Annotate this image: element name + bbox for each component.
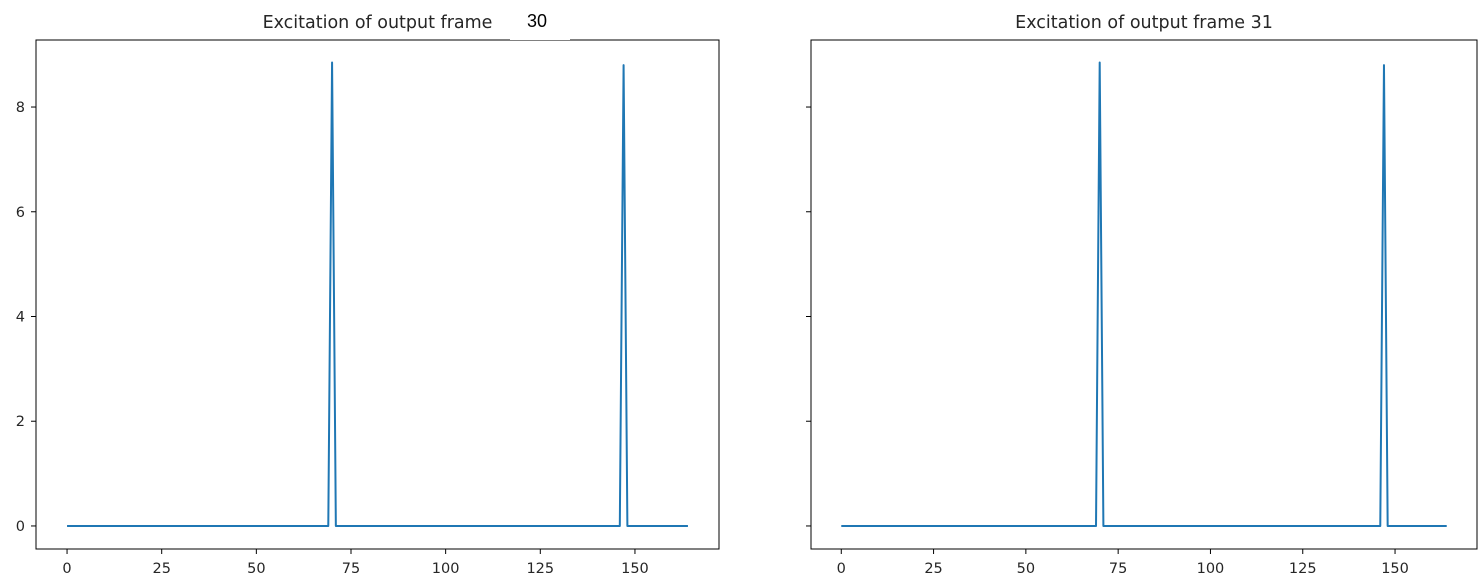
x-tick-label: 150: [1381, 561, 1409, 577]
x-tick-label: 50: [247, 561, 265, 577]
y-tick-label: 6: [16, 205, 25, 221]
frame-number-patch: [510, 2, 570, 40]
y-tick-label: 2: [16, 414, 25, 430]
chart-2-axes-frame: [810, 39, 1478, 550]
x-tick-label: 25: [924, 561, 942, 577]
x-tick-label: 150: [621, 561, 649, 577]
chart-2-title: Excitation of output frame 31: [1015, 13, 1273, 33]
chart-2: Excitation of output frame 31 0 25 50 75 100 1…: [806, 13, 1478, 577]
x-tick-label: 75: [1109, 561, 1127, 577]
x-tick-label: 0: [62, 561, 71, 577]
x-tick-label: 0: [837, 561, 846, 577]
chart-2-series-line-1: [841, 61, 1447, 527]
x-tick-label: 50: [1017, 561, 1035, 577]
chart-1: Excitation of output frame 0 25 50 75 100 125 1…: [16, 13, 720, 577]
x-tick-label: 100: [1197, 561, 1225, 577]
chart-1-series-line-1: [67, 61, 688, 527]
chart-1-title: Excitation of output frame: [263, 13, 493, 33]
frame-number-label: 30: [527, 11, 548, 31]
x-tick-label: 125: [1289, 561, 1317, 577]
x-tick-label: 125: [526, 561, 554, 577]
x-tick-label: 100: [432, 561, 460, 577]
x-tick-label: 75: [342, 561, 360, 577]
y-tick-label: 8: [16, 100, 25, 116]
chart-1-axes-frame: [35, 39, 720, 550]
y-tick-label: 4: [16, 309, 25, 325]
x-tick-label: 25: [152, 561, 170, 577]
y-tick-label: 0: [16, 519, 25, 535]
